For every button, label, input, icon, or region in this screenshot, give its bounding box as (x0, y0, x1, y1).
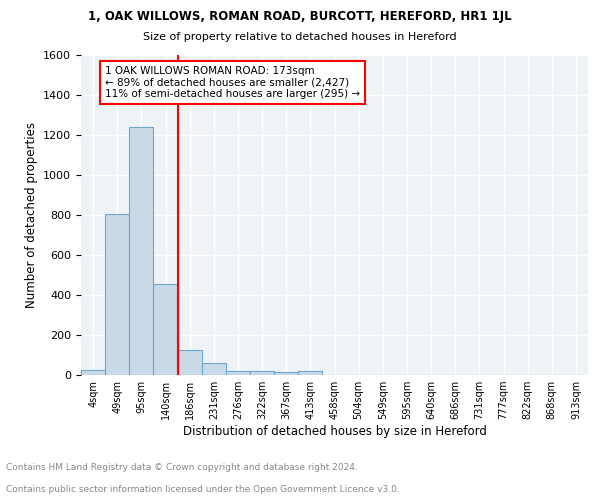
Bar (202, 363, 226, 375)
Bar (250, 372, 274, 375)
X-axis label: Distribution of detached houses by size in Hereford: Distribution of detached houses by size … (182, 425, 487, 438)
Bar (154, 284, 178, 375)
Bar (178, 350, 202, 375)
Bar (129, 127, 154, 375)
Text: Contains HM Land Registry data © Crown copyright and database right 2024.: Contains HM Land Registry data © Crown c… (6, 464, 358, 472)
Text: 1, OAK WILLOWS, ROMAN ROAD, BURCOTT, HEREFORD, HR1 1JL: 1, OAK WILLOWS, ROMAN ROAD, BURCOTT, HER… (88, 10, 512, 23)
Bar (226, 371, 250, 375)
Y-axis label: Number of detached properties: Number of detached properties (25, 122, 38, 308)
Bar (298, 372, 322, 375)
Text: Contains public sector information licensed under the Open Government Licence v3: Contains public sector information licen… (6, 485, 400, 494)
Text: 1 OAK WILLOWS ROMAN ROAD: 173sqm
← 89% of detached houses are smaller (2,427)
11: 1 OAK WILLOWS ROMAN ROAD: 173sqm ← 89% o… (105, 66, 360, 99)
Bar (105, 214, 129, 375)
Bar (274, 372, 298, 375)
Text: Size of property relative to detached houses in Hereford: Size of property relative to detached ho… (143, 32, 457, 42)
Bar (81, 370, 105, 375)
